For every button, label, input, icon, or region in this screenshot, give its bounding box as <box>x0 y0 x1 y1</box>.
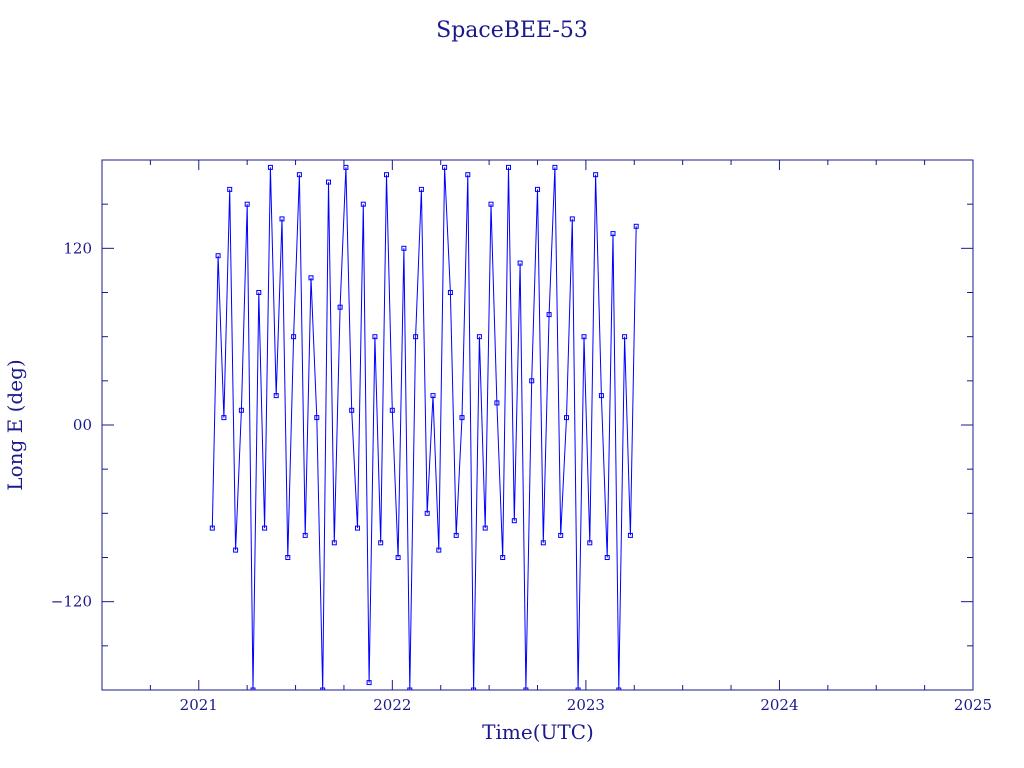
data-point <box>413 334 419 340</box>
data-point <box>604 555 610 560</box>
x-axis-label: Time(UTC) <box>482 720 594 744</box>
data-point <box>616 687 622 690</box>
data-point <box>569 216 575 222</box>
data-point <box>337 304 343 310</box>
data-point <box>273 393 279 399</box>
data-point <box>465 172 471 178</box>
data-point <box>418 186 424 192</box>
y-axis: −120 00 120 <box>51 159 973 691</box>
data-point <box>587 540 593 546</box>
data-point <box>552 164 558 170</box>
data-point <box>511 518 517 524</box>
data-point <box>244 201 250 207</box>
data-point <box>262 525 268 531</box>
data-point <box>267 164 273 170</box>
plot-frame <box>101 159 974 691</box>
data-point <box>250 687 256 690</box>
data-point <box>209 525 215 531</box>
data-point <box>436 547 442 553</box>
data-point <box>447 290 453 295</box>
data-point <box>558 532 564 538</box>
data-point <box>598 393 604 399</box>
data-point <box>349 407 355 413</box>
data-point <box>430 393 436 399</box>
data-point <box>500 555 506 560</box>
x-tick-label: 2022 <box>373 696 411 714</box>
data-point <box>622 334 628 340</box>
data-point <box>227 186 233 192</box>
data-point <box>378 540 384 546</box>
data-point <box>401 245 407 251</box>
data-point <box>296 172 302 178</box>
y-axis-label: Long E (deg) <box>3 359 27 490</box>
data-point <box>355 525 360 531</box>
data-point <box>314 415 320 421</box>
data-point <box>384 172 389 178</box>
data-point <box>221 415 227 421</box>
data-point <box>215 253 221 259</box>
y-tick-label: 00 <box>73 416 92 434</box>
data-point <box>233 547 239 553</box>
data-point <box>471 687 477 690</box>
data-point <box>610 231 616 237</box>
data-point <box>488 201 494 207</box>
data-point <box>424 510 430 516</box>
data-point <box>372 334 378 340</box>
data-point <box>320 687 326 690</box>
data-point <box>256 290 262 295</box>
data-point <box>535 186 540 192</box>
data-point <box>238 407 244 413</box>
data-point <box>407 687 413 690</box>
data-point <box>326 179 331 185</box>
data-point <box>564 415 569 421</box>
data-point <box>279 216 285 222</box>
x-tick-label: 2023 <box>567 696 605 714</box>
x-tick-label: 2025 <box>954 696 992 714</box>
data-point <box>285 555 291 560</box>
data-point <box>540 540 546 546</box>
data-point <box>523 687 529 690</box>
chart-title: SpaceBEE-53 <box>436 18 588 43</box>
data-point <box>482 525 488 531</box>
y-tick-label: −120 <box>51 593 92 611</box>
data-point <box>366 680 372 686</box>
y-tick-label: 120 <box>63 239 92 257</box>
data-point <box>291 334 297 340</box>
data-point <box>442 164 448 170</box>
data-point <box>453 532 459 538</box>
data-point <box>360 201 366 207</box>
series-line <box>211 167 637 690</box>
x-axis: 2021 2022 2023 2024 2025 <box>101 160 992 714</box>
data-point <box>389 407 395 413</box>
data-point <box>627 532 633 538</box>
data-point <box>476 334 482 340</box>
data-point <box>546 312 552 318</box>
data-point <box>331 540 337 546</box>
x-tick-label: 2024 <box>760 696 798 714</box>
data-point <box>494 400 500 406</box>
data-point <box>529 378 535 384</box>
data-point <box>581 334 587 340</box>
data-point <box>517 260 523 266</box>
data-point <box>459 415 465 421</box>
data-point <box>302 532 308 538</box>
x-tick-label: 2021 <box>180 696 218 714</box>
data-point <box>575 687 581 690</box>
data-point <box>343 164 349 170</box>
data-point <box>506 164 511 170</box>
data-point <box>308 275 314 281</box>
data-point <box>633 223 639 229</box>
data-point <box>593 172 599 178</box>
data-point <box>395 555 401 560</box>
